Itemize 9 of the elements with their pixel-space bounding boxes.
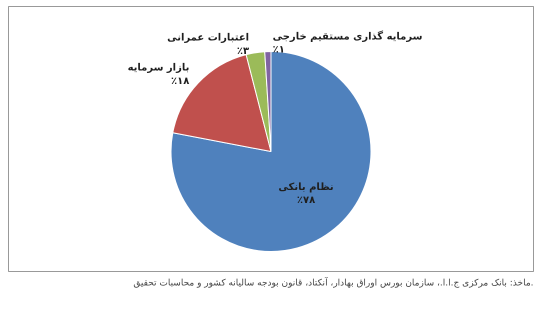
data-label: ٪۱ <box>272 44 285 56</box>
slice-label: سرمایه گذاری مستقیم خارجی <box>272 29 423 42</box>
slice-label: نظام بانکی <box>278 182 334 193</box>
slice-label: اعتبارات عمرانی <box>167 32 250 44</box>
text: ماخذ: بانک مرکزی ج.ا.ا.، سازمان بورس اوراق بهادار، آنکتاد، قانون بودجه سالیانه کشور و محاسبات تحقیق. <box>133 276 534 288</box>
data-label: ٪۱۸ <box>171 76 190 87</box>
data-label: ٪۷۸ <box>296 194 316 206</box>
slice-label: بازار سرمایه <box>128 62 190 74</box>
data-label: ٪۳ <box>236 46 250 57</box>
